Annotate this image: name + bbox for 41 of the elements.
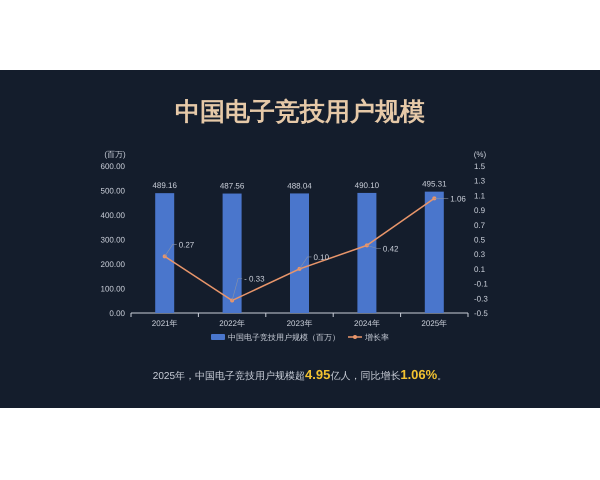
data-label: 0.10 xyxy=(314,252,330,262)
x-tick-label: 2023年 xyxy=(286,319,312,328)
y2-tick-label: 1.5 xyxy=(474,162,486,171)
data-label: 490.10 xyxy=(354,180,380,190)
y2-tick-label: 0.5 xyxy=(474,236,486,244)
y-tick-label: 400.00 xyxy=(100,211,126,220)
point xyxy=(298,266,302,271)
point xyxy=(432,196,436,200)
legend-label: 中国电子竞技用户规模（百万） xyxy=(228,333,340,342)
y2-tick-label: -0.3 xyxy=(474,294,488,304)
y2-axis-title: (%) xyxy=(474,150,487,159)
y2-tick-label: -0.1 xyxy=(474,280,488,289)
x-tick-label: 2021年 xyxy=(152,319,178,328)
data-label: 0.42 xyxy=(382,244,400,254)
data-label: - 0.33 xyxy=(244,274,266,284)
y2-tick-label: 0.7 xyxy=(474,220,486,230)
y-tick-label: 600.00 xyxy=(100,162,126,171)
x-tick-label: 2022年 xyxy=(219,319,245,328)
y-axis-title: (百万) xyxy=(104,150,126,159)
text: 2025年，中国电子竞技用户规模超4.95亿人，同比增长1.06%。 xyxy=(152,367,448,382)
y2-tick-label: 1.3 xyxy=(474,176,486,186)
x-tick-label: 2025年 xyxy=(421,319,448,328)
chart-title: 中国电子竞技用户规模 xyxy=(175,98,425,126)
y-tick-label: 200.00 xyxy=(100,260,126,269)
y-tick-label: 300.00 xyxy=(100,236,126,244)
y2-tick-label: 1.1 xyxy=(474,191,486,200)
y2-tick-label: 0.9 xyxy=(474,206,486,216)
legend-label: 增长率 xyxy=(364,333,389,342)
data-label: 495.31 xyxy=(422,180,448,189)
data-label: 488.04 xyxy=(287,181,312,190)
data-label: 489.16 xyxy=(152,181,178,190)
data-label: 1.06 xyxy=(450,194,466,204)
y2-tick-label: 0.1 xyxy=(474,264,486,274)
data-label: 487.56 xyxy=(220,182,245,191)
y2-tick-label: -0.5 xyxy=(474,309,488,318)
x-tick-label: 2024年 xyxy=(354,319,380,328)
data-label: 0.27 xyxy=(178,240,195,250)
y-tick-label: 500.00 xyxy=(100,186,126,196)
y2-tick-label: 0.3 xyxy=(474,250,486,260)
y-tick-label: 0.00 xyxy=(109,309,126,318)
y-tick-label: 100.00 xyxy=(100,284,126,294)
